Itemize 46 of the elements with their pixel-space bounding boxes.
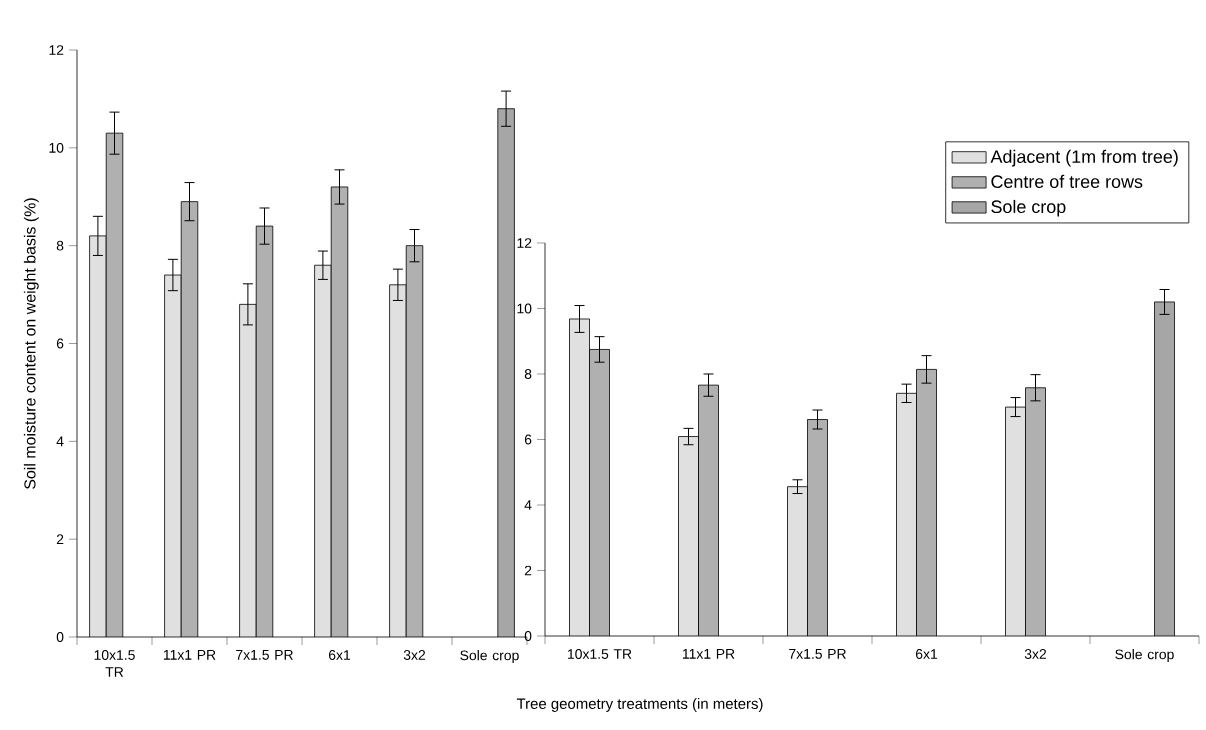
x-tick-label: 3x2 [403,650,426,660]
x-tick-label: 7x1.5 PR [789,649,846,659]
legend-label: Centre of tree rows [991,174,1143,189]
x-tick-label: 10x1.5 TR [568,649,632,659]
y-tick-label: 8 [56,240,64,251]
x-tick-label: Sole crop [1115,649,1174,663]
bar [807,419,828,636]
bar [916,369,937,636]
y-tick-label: 2 [56,534,64,545]
bar [896,393,917,636]
bar [256,226,273,637]
y-tick-label: 4 [524,500,532,510]
x-tick-label: 11x1 PR [682,649,735,659]
y-tick-label: 0 [56,632,64,642]
y-tick-label: 10 [517,303,532,314]
bar [106,133,123,637]
y-tick-label: 12 [517,238,532,248]
y-tick-label: 0 [524,631,532,641]
bar [405,245,424,637]
bar [698,385,719,636]
y-tick-label: 8 [524,369,532,379]
bar [1005,406,1026,636]
x-tick-label: 7x1.5 PR [236,650,293,660]
y-tick-label: 6 [524,434,532,445]
y-tick-label: 4 [56,436,64,447]
x-tick-label: 3x2 [1024,649,1047,659]
bar [331,186,348,637]
x-tick-label: Sole crop [460,650,519,664]
bar [181,201,198,637]
x-tick-label: 11x1 PR [163,650,216,660]
y-tick-label: 2 [524,565,532,576]
x-tick-label: 6x1 [328,650,351,660]
bar [1025,387,1046,636]
y-axis-title: Soil moisture content on weight basis (%) [23,198,39,489]
x-tick-label: 10x1.5 TR [94,650,135,677]
bar [678,436,699,636]
bar [589,349,610,636]
legend-label: Adjacent (1m from tree) [990,149,1178,167]
bar [787,486,808,636]
y-tick-label: 6 [56,338,64,349]
x-tick-label: 6x1 [915,649,938,659]
bar [569,318,590,636]
y-tick-label: 12 [49,45,64,55]
x-axis-title: Tree geometry treatments (in meters) [516,698,763,712]
legend-label: Sole crop [991,199,1066,217]
y-tick-label: 10 [49,142,64,153]
